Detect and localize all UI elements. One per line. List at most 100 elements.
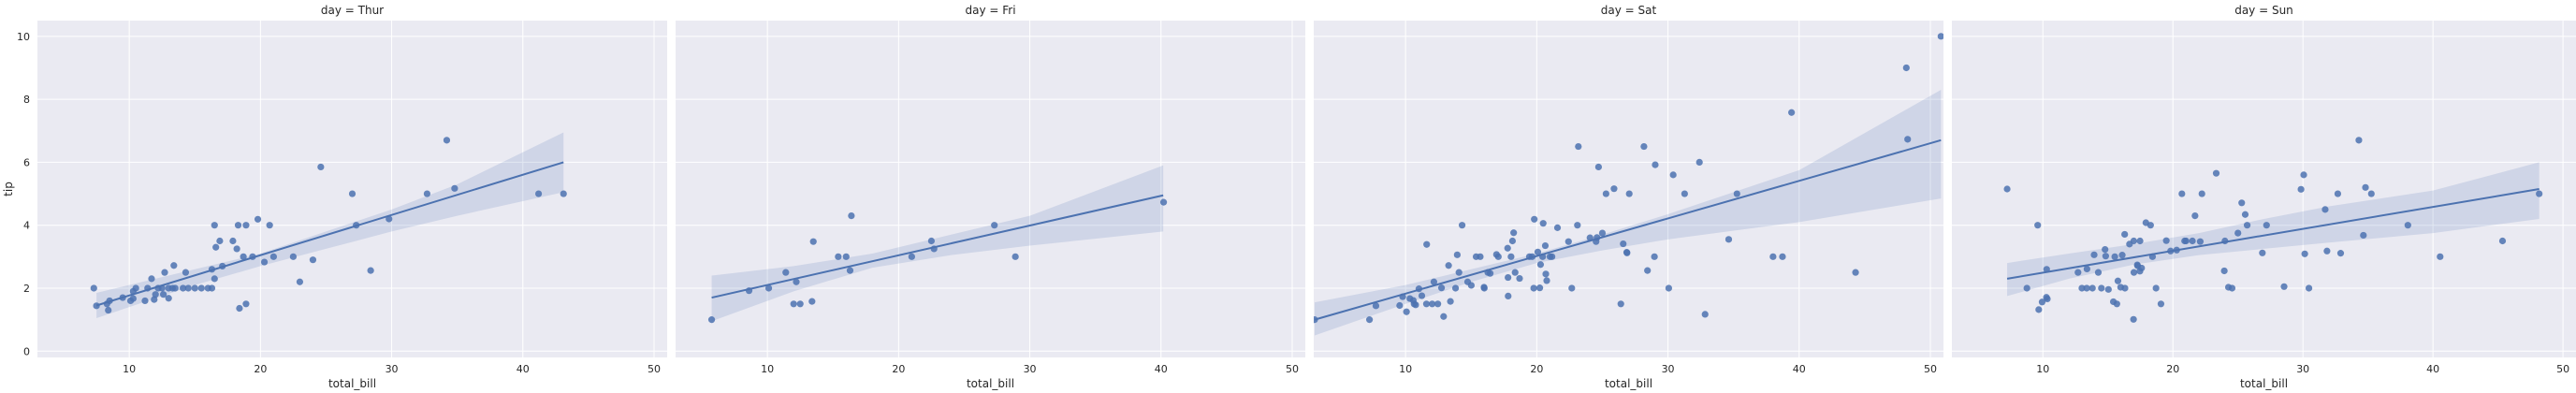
scatter-point [1507, 253, 1515, 260]
plot-background [1314, 21, 1943, 357]
scatter-point [842, 253, 850, 260]
x-axis-label: total_bill [967, 377, 1014, 390]
scatter-point [141, 297, 149, 305]
scatter-point [90, 284, 97, 292]
scatter-point [796, 300, 804, 308]
plot-background [1952, 21, 2576, 357]
scatter-point [1725, 236, 1733, 243]
facet-title: day = Sat [1601, 4, 1657, 17]
scatter-point [2152, 284, 2160, 292]
scatter-point [1423, 240, 1431, 248]
scatter-point [1508, 237, 1517, 245]
scatter-point [1610, 185, 1618, 193]
scatter-point [2437, 253, 2444, 260]
scatter-point [423, 190, 431, 197]
scatter-point [1623, 249, 1631, 256]
scatter-point [1422, 300, 1431, 308]
scatter-point [1447, 298, 1454, 305]
scatter-point [1531, 215, 1538, 223]
scatter-point [2191, 211, 2199, 220]
scatter-point [348, 190, 357, 197]
scatter-point [1696, 158, 1703, 167]
scatter-point [160, 291, 167, 298]
scatter-point [1511, 269, 1519, 276]
scatter-point [1904, 136, 1912, 143]
scatter-point [1620, 240, 1627, 248]
scatter-point [171, 284, 179, 292]
scatter-point [764, 284, 773, 292]
scatter-point [2336, 250, 2345, 257]
x-tick-label: 20 [1530, 363, 1543, 375]
scatter-point [2003, 185, 2011, 193]
scatter-point [2136, 237, 2144, 245]
plot-background [676, 21, 1305, 357]
x-tick-label: 20 [892, 363, 905, 375]
facet-panel: day = Sat 10 20 30 40 50 total_bill [1314, 4, 1943, 390]
scatter-point [1534, 248, 1542, 255]
scatter-point [1651, 253, 1658, 260]
scatter-point [2098, 284, 2105, 292]
x-tick-label: 30 [1024, 363, 1037, 375]
scatter-point [2078, 284, 2086, 292]
x-tick-label: 10 [2036, 363, 2049, 375]
scatter-point [2104, 285, 2112, 293]
facet-title: day = Thur [321, 4, 384, 17]
scatter-point [1542, 270, 1550, 278]
scatter-point [2111, 253, 2118, 260]
scatter-point [2114, 277, 2122, 284]
facet-panel: day = Sun 10 20 30 40 50 total_bill [1952, 4, 2576, 390]
scatter-point [2323, 247, 2331, 255]
scatter-point [1445, 262, 1452, 269]
scatter-point [1530, 284, 1537, 292]
scatter-point [233, 245, 240, 253]
scatter-point [1536, 261, 1545, 269]
scatter-point [2083, 284, 2090, 292]
confidence-band [2007, 162, 2540, 297]
scatter-point [793, 278, 800, 285]
scatter-point [2038, 298, 2046, 306]
scatter-point [1440, 313, 1448, 320]
scatter-point [197, 284, 205, 292]
facet-title: day = Sun [2234, 4, 2293, 17]
scatter-point [2035, 306, 2043, 313]
scatter-point [1681, 190, 1688, 197]
scatter-point [1574, 222, 1581, 229]
scatter-point [170, 262, 178, 269]
scatter-point [269, 253, 277, 260]
scatter-point [1625, 190, 1633, 197]
scatter-point [2088, 284, 2096, 292]
scatter-point [1458, 222, 1466, 229]
plot-content [707, 165, 1168, 324]
facet-panel: day = Thur 10 20 30 40 50 0 2 4 6 8 10 total_bill [17, 4, 667, 390]
scatter-point [2138, 264, 2146, 272]
scatter-point [1602, 190, 1609, 197]
scatter-point [260, 258, 269, 266]
scatter-point [1505, 292, 1512, 299]
scatter-point [2259, 249, 2266, 256]
y-tick-label: 2 [23, 283, 30, 295]
scatter-point [2130, 237, 2138, 245]
scatter-point [2321, 206, 2329, 213]
scatter-point [211, 275, 218, 283]
scatter-point [1535, 284, 1544, 292]
scatter-point [2263, 222, 2270, 229]
scatter-point [2241, 211, 2249, 218]
scatter-point [1455, 269, 1463, 276]
scatter-point [2121, 230, 2129, 239]
scatter-point [2280, 283, 2288, 290]
scatter-point [1437, 284, 1446, 292]
x-tick-label: 40 [1155, 363, 1168, 375]
scatter-point [317, 163, 325, 171]
scatter-point [2178, 190, 2186, 197]
scatter-point [2234, 229, 2242, 237]
scatter-point [1644, 267, 1652, 274]
scatter-point [2157, 300, 2165, 308]
scatter-point [2102, 253, 2109, 260]
scatter-point [443, 137, 451, 144]
scatter-point [2300, 171, 2307, 179]
scatter-point [234, 222, 242, 229]
scatter-point [2074, 269, 2082, 276]
scatter-point [296, 278, 304, 285]
scatter-point [1543, 277, 1550, 284]
